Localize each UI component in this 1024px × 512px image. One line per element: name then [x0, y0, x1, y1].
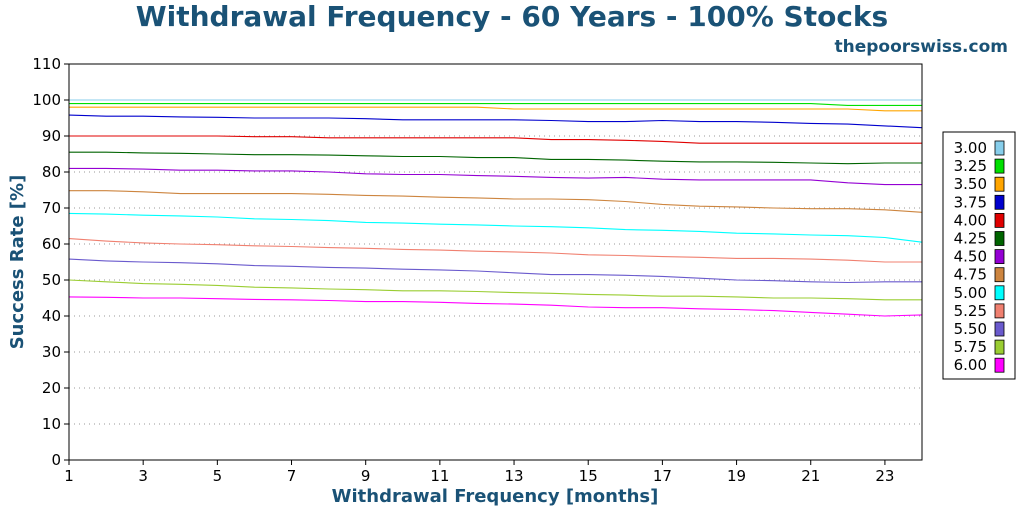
legend-swatch: [994, 285, 1005, 301]
legend-swatch: [994, 231, 1005, 246]
y-tick-label: 20: [42, 379, 61, 397]
x-tick-label: 7: [287, 467, 297, 485]
y-tick-label: 110: [32, 55, 61, 73]
series-line-4-75: [69, 190, 923, 213]
x-tick-label: 11: [430, 467, 449, 485]
series-line-3-25: [69, 103, 922, 106]
legend-label: 4.00: [954, 211, 987, 229]
legend-swatch: [994, 267, 1005, 283]
series-line-5-75: [68, 279, 922, 301]
legend-swatch: [994, 303, 1005, 319]
watermark-text: thepoorswiss.com: [835, 37, 1009, 57]
plot-area: [68, 63, 923, 461]
x-axis: 1 3 5 7 9 11 13 15 17 19 21 23: [64, 460, 894, 485]
legend-label: 5.75: [954, 338, 987, 356]
legend: 3.003.253.503.754.004.254.504.755.005.25…: [942, 131, 1016, 380]
y-tick-label: 70: [42, 199, 61, 217]
series-line-4-00: [69, 135, 922, 144]
series-line-5-50: [68, 258, 922, 284]
x-axis-label: Withdrawal Frequency [months]: [332, 486, 659, 507]
chart-title: Withdrawal Frequency - 60 Years - 100% S…: [136, 0, 888, 33]
series-line-4-25: [69, 151, 922, 165]
y-tick-label: 80: [42, 163, 61, 181]
legend-label: 6.00: [954, 356, 987, 374]
legend-swatch: [994, 357, 1005, 373]
legend-swatch: [994, 158, 1005, 174]
y-axis-label: Success Rate [%]: [7, 175, 28, 350]
legend-label: 4.25: [954, 230, 987, 248]
x-tick-label: 5: [213, 467, 223, 485]
legend-label: 3.75: [954, 193, 987, 211]
x-tick-label: 15: [579, 467, 598, 485]
y-tick-label: 30: [42, 343, 61, 361]
series-line-3-75: [68, 114, 923, 129]
legend-swatch: [994, 339, 1005, 355]
y-tick-label: 0: [51, 451, 61, 469]
series-lines: [68, 99, 923, 317]
x-tick-label: 3: [138, 467, 148, 485]
series-line-3-50: [69, 106, 922, 112]
series-line-5-25: [68, 238, 922, 263]
legend-swatch: [994, 321, 1005, 337]
legend-label: 5.50: [954, 320, 987, 338]
y-tick-label: 60: [42, 235, 61, 253]
legend-label: 3.25: [954, 157, 987, 175]
x-tick-label: 13: [504, 467, 523, 485]
x-tick-label: 19: [727, 467, 746, 485]
legend-swatch: [994, 212, 1005, 228]
series-line-4-50: [69, 167, 922, 186]
y-tick-label: 10: [42, 415, 61, 433]
legend-label: 5.25: [954, 302, 987, 320]
legend-label: 3.00: [954, 139, 987, 157]
legend-label: 3.50: [954, 175, 987, 193]
legend-label: 4.50: [954, 248, 987, 266]
y-axis: 0 10 20 30 40 50 60 70 80 90 100 110: [32, 55, 69, 469]
series-line-6-00: [68, 296, 923, 317]
x-tick-label: 9: [361, 467, 371, 485]
legend-swatch: [994, 249, 1005, 265]
x-tick-label: 1: [64, 467, 74, 485]
x-tick-label: 21: [801, 467, 820, 485]
legend-swatch: [994, 140, 1005, 156]
y-tick-label: 40: [42, 307, 61, 325]
y-tick-label: 50: [42, 271, 61, 289]
legend-swatch: [994, 194, 1005, 210]
y-tick-label: 90: [42, 127, 61, 145]
x-tick-label: 23: [875, 467, 894, 485]
x-tick-label: 17: [653, 467, 672, 485]
y-tick-label: 100: [32, 91, 61, 109]
legend-label: 5.00: [954, 284, 987, 302]
series-line-5-00: [68, 212, 923, 243]
legend-label: 4.75: [954, 266, 987, 284]
legend-swatch: [994, 176, 1005, 192]
